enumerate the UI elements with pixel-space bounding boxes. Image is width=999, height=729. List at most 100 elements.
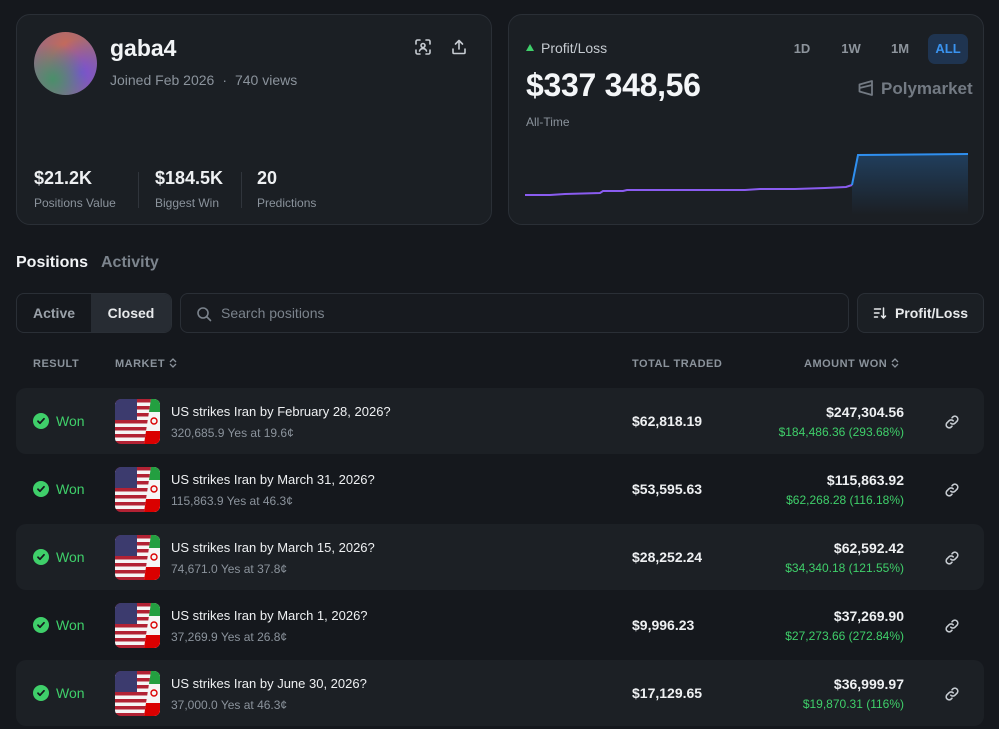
market-title[interactable]: US strikes Iran by March 1, 2026?: [171, 608, 368, 623]
header-amount-won[interactable]: AMOUNT WON: [804, 358, 899, 370]
amount-won-value: $36,999.97: [833, 676, 904, 692]
stat-positions-value: $21.2K Positions Value: [34, 168, 116, 210]
link-icon[interactable]: [944, 414, 960, 430]
tab-positions[interactable]: Positions: [16, 254, 89, 271]
range-1m-button[interactable]: 1M: [890, 41, 910, 56]
link-icon[interactable]: [944, 686, 960, 702]
check-circle-icon: [33, 481, 49, 497]
trend-up-icon: [526, 44, 534, 51]
link-icon[interactable]: [944, 618, 960, 634]
total-traded-value: $62,818.19: [632, 413, 703, 429]
table-row[interactable]: Won US strikes Iran by March 1, 2026? 37…: [16, 592, 984, 658]
filter-active-button[interactable]: Active: [33, 305, 76, 321]
joined-date: Joined Feb 2026: [110, 72, 215, 88]
stat-value: $21.2K: [34, 168, 93, 188]
result-label: Won: [56, 685, 85, 701]
stat-divider: [138, 172, 139, 208]
stat-value: $184.5K: [155, 168, 224, 188]
link-icon[interactable]: [944, 482, 960, 498]
brand-logo: Polymarket: [857, 79, 973, 99]
check-circle-icon: [33, 617, 49, 633]
market-flag-image: [115, 603, 160, 648]
check-circle-icon: [33, 413, 49, 429]
result-label: Won: [56, 617, 85, 633]
search-box: [180, 293, 849, 333]
header-market-label: MARKET: [115, 358, 166, 370]
table-row[interactable]: Won US strikes Iran by June 30, 2026? 37…: [16, 660, 984, 726]
profit-gain-value: $62,268.28 (116.18%): [786, 493, 904, 507]
amount-won-value: $62,592.42: [833, 540, 904, 556]
stat-label: Biggest Win: [155, 196, 220, 210]
market-position-detail: 37,269.9 Yes at 26.8¢: [171, 630, 288, 644]
market-position-detail: 74,671.0 Yes at 37.8¢: [171, 562, 288, 576]
username: gaba4: [110, 35, 177, 61]
total-traded-value: $9,996.23: [632, 617, 695, 633]
market-flag-image: [115, 535, 160, 580]
total-traded-value: $28,252.24: [632, 549, 703, 565]
filter-closed-button[interactable]: Closed: [91, 294, 171, 332]
stat-value: 20: [257, 168, 278, 188]
profit-gain-value: $19,870.31 (116%): [802, 697, 904, 711]
amount-won-value: $247,304.56: [826, 404, 904, 420]
profit-gain-value: $184,486.36 (293.68%): [778, 425, 904, 439]
result-label: Won: [56, 481, 85, 497]
stat-label: Positions Value: [34, 196, 116, 210]
range-1d-button[interactable]: 1D: [793, 41, 811, 56]
result-badge: Won: [33, 413, 85, 429]
search-input[interactable]: [221, 294, 831, 332]
stat-predictions: 20 Predictions: [257, 168, 316, 210]
sort-toggle-icon: [169, 358, 177, 368]
stat-label: Predictions: [257, 196, 317, 210]
pnl-line-after: [851, 153, 968, 186]
range-1w-button[interactable]: 1W: [841, 41, 861, 56]
market-position-detail: 37,000.0 Yes at 46.3¢: [171, 698, 288, 712]
market-title[interactable]: US strikes Iran by March 15, 2026?: [171, 540, 375, 555]
profile-card: gaba4 Joined Feb 2026 · 740 views $21.2K P…: [16, 14, 492, 225]
result-label: Won: [56, 549, 85, 565]
pnl-value: $337 348,56: [526, 67, 701, 103]
pnl-chart: [525, 153, 968, 215]
link-icon[interactable]: [944, 550, 960, 566]
header-market[interactable]: MARKET: [115, 358, 177, 370]
market-flag-image: [115, 671, 160, 716]
total-traded-value: $53,595.63: [632, 481, 703, 497]
view-count: 740 views: [234, 72, 298, 88]
market-position-detail: 320,685.9 Yes at 19.6¢: [171, 426, 294, 440]
total-traded-value: $17,129.65: [632, 685, 703, 701]
tab-activity[interactable]: Activity: [101, 254, 159, 271]
pnl-label: Profit/Loss: [526, 40, 607, 56]
table-row[interactable]: Won US strikes Iran by March 31, 2026? 1…: [16, 456, 984, 522]
sort-toggle-icon: [891, 358, 899, 368]
market-title[interactable]: US strikes Iran by February 28, 2026?: [171, 404, 391, 419]
pnl-label-text: Profit/Loss: [541, 40, 608, 56]
scan-profile-icon[interactable]: [414, 38, 432, 56]
table-row[interactable]: Won US strikes Iran by March 15, 2026? 7…: [16, 524, 984, 590]
stat-divider: [241, 172, 242, 208]
profile-meta: Joined Feb 2026 · 740 views: [110, 72, 297, 88]
status-filter: Active Closed: [16, 293, 172, 333]
amount-won-value: $115,863.92: [826, 472, 904, 488]
table-row[interactable]: Won US strikes Iran by February 28, 2026…: [16, 388, 984, 454]
result-badge: Won: [33, 685, 85, 701]
avatar[interactable]: [34, 32, 97, 95]
result-badge: Won: [33, 481, 85, 497]
profit-gain-value: $34,340.18 (121.55%): [785, 561, 904, 575]
stat-biggest-win: $184.5K Biggest Win: [155, 168, 223, 210]
result-label: Won: [56, 413, 85, 429]
pnl-area: [852, 154, 968, 215]
sort-label: Profit/Loss: [894, 305, 969, 321]
range-all-button[interactable]: ALL: [928, 34, 968, 64]
sort-button[interactable]: Profit/Loss: [857, 293, 984, 333]
profit-gain-value: $27,273.66 (272.84%): [785, 629, 904, 643]
sort-icon: [873, 307, 887, 320]
market-title[interactable]: US strikes Iran by March 31, 2026?: [171, 472, 375, 487]
profit-loss-card: Profit/Loss $337 348,56 All-Time 1D 1W 1…: [508, 14, 984, 225]
check-circle-icon: [33, 685, 49, 701]
brand-name: Polymarket: [881, 79, 973, 98]
result-badge: Won: [33, 549, 85, 565]
market-title[interactable]: US strikes Iran by June 30, 2026?: [171, 676, 367, 691]
amount-won-value: $37,269.90: [833, 608, 904, 624]
share-icon[interactable]: [450, 38, 468, 56]
search-icon: [197, 307, 212, 322]
market-flag-image: [115, 467, 160, 512]
